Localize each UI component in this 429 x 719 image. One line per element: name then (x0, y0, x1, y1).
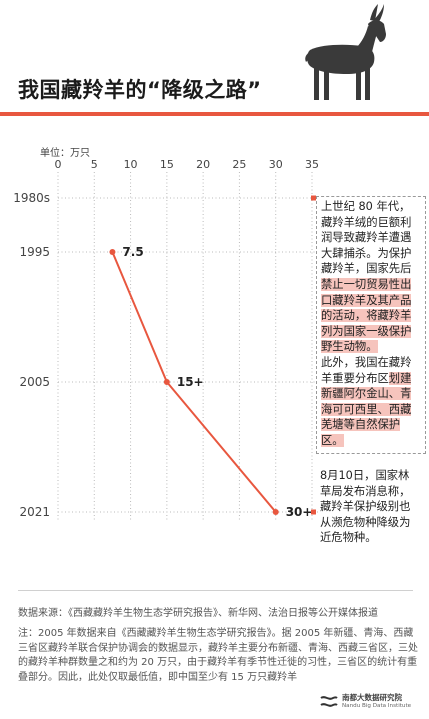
category-label: 1980s (13, 191, 50, 205)
annotation-1980s-para-1: 上世纪 80 年代，藏羚羊绒的巨额利润导致藏羚羊遭遇大肆捕杀。为保护藏羚羊，国家… (321, 200, 412, 354)
annotation-1980s-para-2: 此外，我国在藏羚羊重要分布区划建新疆阿尔金山、青海可可西里、西藏羌塘等自然保护区… (321, 355, 412, 447)
data-point (109, 249, 116, 255)
annotation-marker-2021 (311, 509, 316, 515)
brand-name-cn: 南都大数据研究院 (342, 693, 402, 702)
annotation-marker-1980s (311, 195, 316, 201)
annotation-2021: 8月10日，国家林草局发布消息称，藏羚羊保护级别也从濒危物种降级为近危物种。 (320, 469, 411, 545)
page-title: 我国藏羚羊的“降级之路” (18, 78, 262, 102)
title-divider (0, 112, 429, 116)
x-tick-label: 25 (232, 158, 246, 171)
x-tick-label: 5 (91, 158, 98, 171)
data-point (272, 509, 279, 515)
category-label: 2005 (19, 375, 50, 389)
x-tick-label: 30 (269, 158, 283, 171)
x-tick-label: 15 (160, 158, 174, 171)
brand-mark: 南都大数据研究院 Nandu Big Data Institute (320, 692, 425, 716)
x-tick-label: 0 (55, 158, 62, 171)
brand-name-en: Nandu Big Data Institute (342, 703, 412, 709)
footer-divider (18, 590, 413, 591)
annotation-1980s: 上世纪 80 年代，藏羚羊绒的巨额利润导致藏羚羊遭遇大肆捕杀。为保护藏羚羊，国家… (316, 196, 426, 454)
data-label: 7.5 (122, 245, 143, 259)
category-label: 1995 (19, 245, 50, 259)
data-point (163, 379, 170, 385)
x-tick-label: 10 (124, 158, 138, 171)
x-tick-label: 20 (196, 158, 210, 171)
tibetan-antelope-icon (305, 4, 386, 100)
footnote: 注：2005 年数据来自《西藏藏羚羊生物生态学研究报告》。据 2005 年新疆、… (18, 628, 418, 683)
data-label: 15+ (177, 375, 204, 389)
data-source: 数据来源：《西藏藏羚羊生物生态学研究报告》、新华网、法治日报等公开媒体报道 (18, 608, 378, 619)
line-chart: 单位：万只0 5 10 15 20 25 30 35 1980s 1995 2005 2021 7.5 1… (13, 146, 319, 520)
brand-logo-icon (320, 696, 338, 707)
data-label: 30+ (286, 505, 313, 519)
x-tick-label: 35 (305, 158, 319, 171)
category-label: 2021 (19, 505, 50, 519)
unit-label: 单位：万只 (40, 146, 90, 159)
annotation-1980s-highlight-1: 禁止一切贸易性出口藏羚羊及其产品的活动，将藏羚羊列为国家一级保护野生动物。 (321, 277, 412, 354)
